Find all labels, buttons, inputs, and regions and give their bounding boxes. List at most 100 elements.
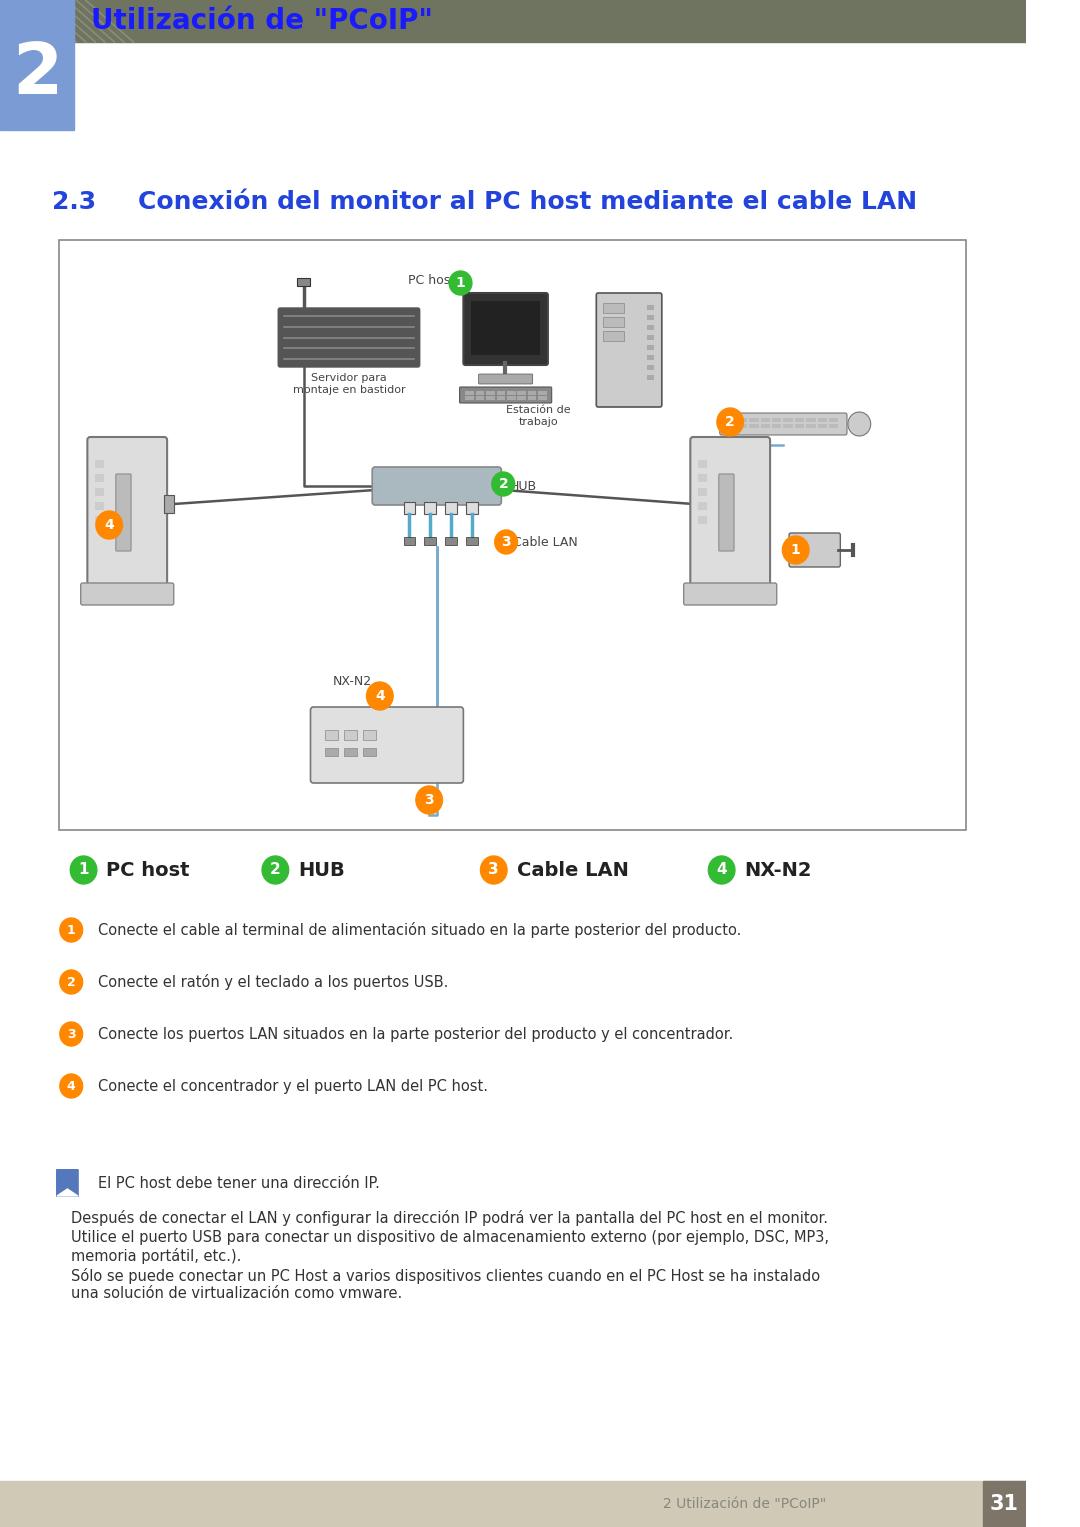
Text: Servidor para: Servidor para — [311, 373, 387, 383]
Bar — [795, 425, 805, 428]
Polygon shape — [57, 1190, 78, 1196]
Text: 2: 2 — [726, 415, 735, 429]
Text: 3: 3 — [488, 863, 499, 878]
Bar — [528, 391, 537, 395]
Text: El PC host debe tener una dirección IP.: El PC host debe tener una dirección IP. — [98, 1176, 380, 1191]
Text: HUB: HUB — [510, 479, 537, 493]
Bar — [783, 425, 793, 428]
Bar — [738, 425, 747, 428]
Bar — [760, 418, 770, 421]
Circle shape — [366, 683, 393, 710]
Text: 2: 2 — [270, 863, 281, 878]
Bar — [363, 730, 376, 741]
Bar — [404, 502, 415, 515]
Bar — [517, 391, 526, 395]
Bar — [806, 425, 815, 428]
Bar — [497, 395, 505, 400]
Bar — [0, 0, 75, 130]
Bar — [772, 425, 782, 428]
Bar — [539, 395, 546, 400]
Text: Conexión del monitor al PC host mediante el cable LAN: Conexión del monitor al PC host mediante… — [137, 189, 917, 214]
Text: 1: 1 — [456, 276, 465, 290]
Bar — [603, 302, 624, 313]
FancyBboxPatch shape — [690, 437, 770, 588]
Bar — [164, 495, 174, 513]
Text: 2: 2 — [498, 476, 508, 492]
Bar — [467, 502, 477, 515]
Circle shape — [708, 857, 735, 884]
Text: 1: 1 — [67, 924, 76, 936]
Text: 1: 1 — [791, 544, 800, 557]
Bar — [343, 730, 357, 741]
Bar — [95, 516, 105, 524]
Bar — [95, 502, 105, 510]
Text: 2.3: 2.3 — [52, 189, 96, 214]
Bar — [0, 0, 1026, 43]
FancyBboxPatch shape — [596, 293, 662, 408]
FancyBboxPatch shape — [56, 1170, 79, 1197]
Circle shape — [96, 512, 122, 539]
Bar — [698, 489, 707, 496]
FancyBboxPatch shape — [478, 374, 532, 383]
Text: montaje en bastidor: montaje en bastidor — [293, 385, 405, 395]
FancyBboxPatch shape — [116, 473, 131, 551]
Circle shape — [59, 970, 82, 994]
Bar — [95, 460, 105, 467]
Bar — [647, 315, 654, 321]
Bar — [647, 365, 654, 370]
FancyBboxPatch shape — [279, 308, 420, 366]
Bar — [465, 395, 474, 400]
Circle shape — [416, 786, 443, 814]
Bar — [738, 418, 747, 421]
Text: 2: 2 — [67, 976, 76, 988]
Circle shape — [59, 918, 82, 942]
Text: 3: 3 — [67, 1028, 76, 1040]
Bar — [760, 425, 770, 428]
Bar — [507, 391, 515, 395]
Text: 3: 3 — [424, 793, 434, 806]
Bar — [750, 418, 758, 421]
Text: Sólo se puede conectar un PC Host a varios dispositivos clientes cuando en el PC: Sólo se puede conectar un PC Host a vari… — [71, 1267, 821, 1301]
Bar — [497, 391, 505, 395]
Text: Conecte los puertos LAN situados en la parte posterior del producto y el concent: Conecte los puertos LAN situados en la p… — [98, 1026, 733, 1041]
Circle shape — [782, 536, 809, 563]
Bar — [818, 418, 827, 421]
FancyBboxPatch shape — [463, 293, 548, 365]
Text: 3: 3 — [501, 534, 511, 550]
Circle shape — [491, 472, 515, 496]
Bar — [424, 502, 436, 515]
Bar — [297, 278, 310, 286]
Bar — [445, 502, 457, 515]
Bar — [750, 425, 758, 428]
Bar — [829, 418, 838, 421]
Circle shape — [481, 857, 507, 884]
Bar — [486, 395, 495, 400]
Bar — [95, 489, 105, 496]
Bar — [363, 748, 376, 756]
Bar — [528, 395, 537, 400]
FancyBboxPatch shape — [373, 467, 501, 505]
Text: 4: 4 — [105, 518, 114, 531]
Circle shape — [848, 412, 870, 437]
Bar — [647, 345, 654, 350]
Bar — [772, 418, 782, 421]
Bar — [343, 748, 357, 756]
Bar — [539, 391, 546, 395]
Bar — [783, 418, 793, 421]
Text: 1: 1 — [79, 863, 89, 878]
FancyBboxPatch shape — [789, 533, 840, 567]
Text: Estación de: Estación de — [507, 405, 570, 415]
Text: PC host: PC host — [106, 861, 190, 880]
Text: Conecte el cable al terminal de alimentación situado en la parte posterior del p: Conecte el cable al terminal de alimenta… — [98, 922, 741, 938]
FancyBboxPatch shape — [81, 583, 174, 605]
Bar — [445, 538, 457, 545]
FancyBboxPatch shape — [684, 583, 777, 605]
FancyBboxPatch shape — [719, 412, 847, 435]
Bar — [517, 395, 526, 400]
Bar — [486, 391, 495, 395]
Bar — [983, 1481, 1026, 1527]
Text: 2 Utilización de "PCoIP": 2 Utilización de "PCoIP" — [663, 1496, 826, 1512]
Bar — [325, 730, 338, 741]
Bar — [698, 473, 707, 483]
Bar — [325, 748, 338, 756]
